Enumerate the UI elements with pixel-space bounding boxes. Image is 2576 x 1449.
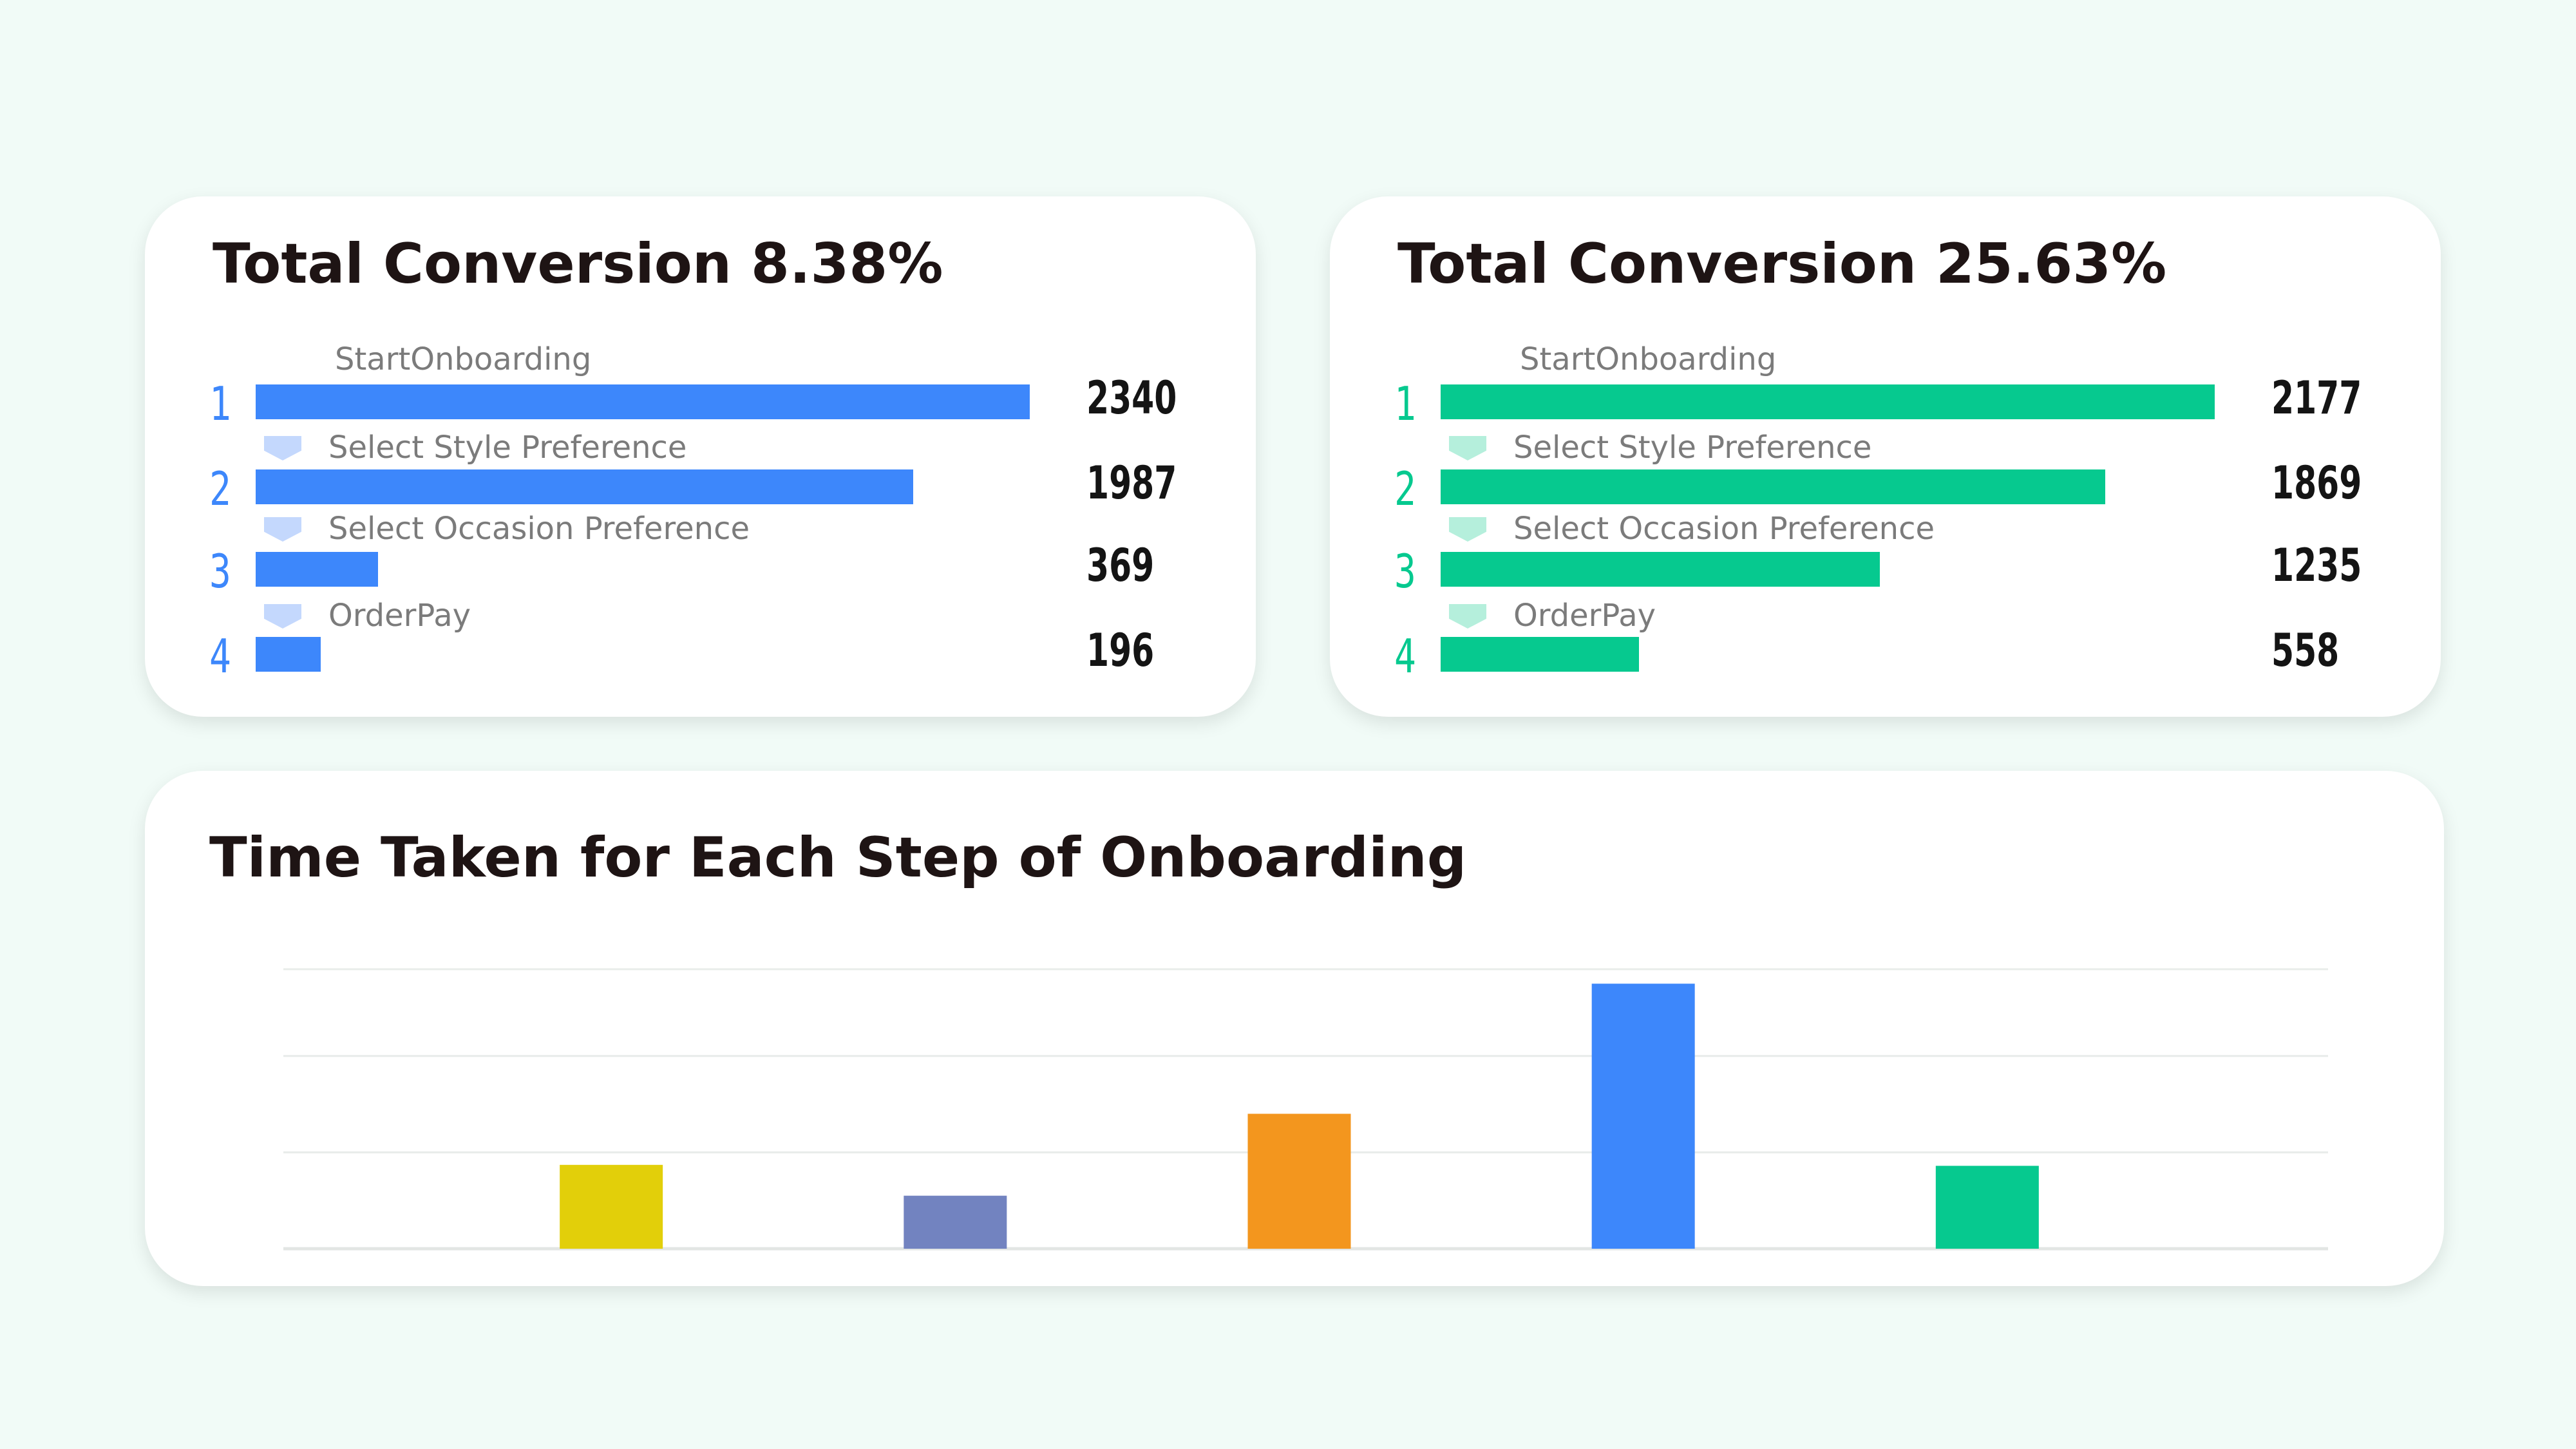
funnel-step-index: 1: [209, 377, 231, 431]
time-chart-card: Time Taken for Each Step of Onboarding: [145, 771, 2444, 1286]
funnel-card-a: Total Conversion 8.38% StartOnboarding 1 2…: [145, 196, 1256, 717]
funnel-step-index: 3: [209, 544, 231, 598]
funnel-b-title: Total Conversion 25.63%: [1397, 232, 2167, 296]
funnel-step-chevron-icon: [1449, 517, 1486, 542]
funnel-step-index: 3: [1394, 544, 1416, 598]
time-chart-title: Time Taken for Each Step of Onboarding: [209, 826, 1467, 890]
funnel-card-b: Total Conversion 25.63% StartOnboarding 1…: [1330, 196, 2441, 717]
time-bar: [560, 1164, 663, 1249]
funnel-step-count: 558: [2271, 624, 2340, 677]
funnel-step-bar: [1441, 384, 2215, 419]
time-bar: [1247, 1113, 1351, 1249]
funnel-step-index: 2: [209, 462, 231, 516]
funnel-step-count: 1235: [2271, 539, 2362, 592]
time-chart: [283, 968, 2328, 1251]
funnel-step-bar: [256, 552, 378, 587]
funnel-step-count: 1869: [2271, 457, 2362, 509]
funnel-step-index: 2: [1394, 462, 1416, 516]
funnel-step-bar: [256, 384, 1030, 419]
time-bar: [904, 1195, 1007, 1249]
time-bar: [1591, 983, 1695, 1249]
time-bar: [1935, 1166, 2039, 1249]
funnel-step-count: 2340: [1086, 372, 1177, 424]
funnel-step-label: StartOnboarding: [335, 341, 592, 377]
funnel-step-chevron-icon: [264, 436, 301, 460]
funnel-step-label: Select Style Preference: [1513, 430, 1872, 466]
funnel-step-bar: [1441, 552, 1880, 587]
funnel-step-label: OrderPay: [328, 598, 471, 634]
funnel-step-chevron-icon: [1449, 604, 1486, 629]
funnel-step-bar: [256, 637, 321, 672]
funnel-step-index: 4: [209, 629, 231, 683]
funnel-step-label: Select Occasion Preference: [1513, 511, 1935, 547]
funnel-step-chevron-icon: [1449, 436, 1486, 460]
funnel-step-label: Select Style Preference: [328, 430, 687, 466]
funnel-step-label: OrderPay: [1513, 598, 1656, 634]
funnel-step-count: 369: [1086, 539, 1155, 592]
funnel-step-count: 1987: [1086, 457, 1177, 509]
funnel-step-count: 2177: [2271, 372, 2362, 424]
funnel-step-bar: [256, 469, 913, 504]
funnel-step-bar: [1441, 469, 2105, 504]
funnel-step-count: 196: [1086, 624, 1155, 677]
funnel-step-label: StartOnboarding: [1520, 341, 1777, 377]
funnel-step-index: 4: [1394, 629, 1416, 683]
funnel-step-chevron-icon: [264, 517, 301, 542]
funnel-step-bar: [1441, 637, 1639, 672]
funnel-step-index: 1: [1394, 377, 1416, 431]
funnel-a-title: Total Conversion 8.38%: [213, 232, 943, 296]
funnel-step-chevron-icon: [264, 604, 301, 629]
funnel-step-label: Select Occasion Preference: [328, 511, 750, 547]
